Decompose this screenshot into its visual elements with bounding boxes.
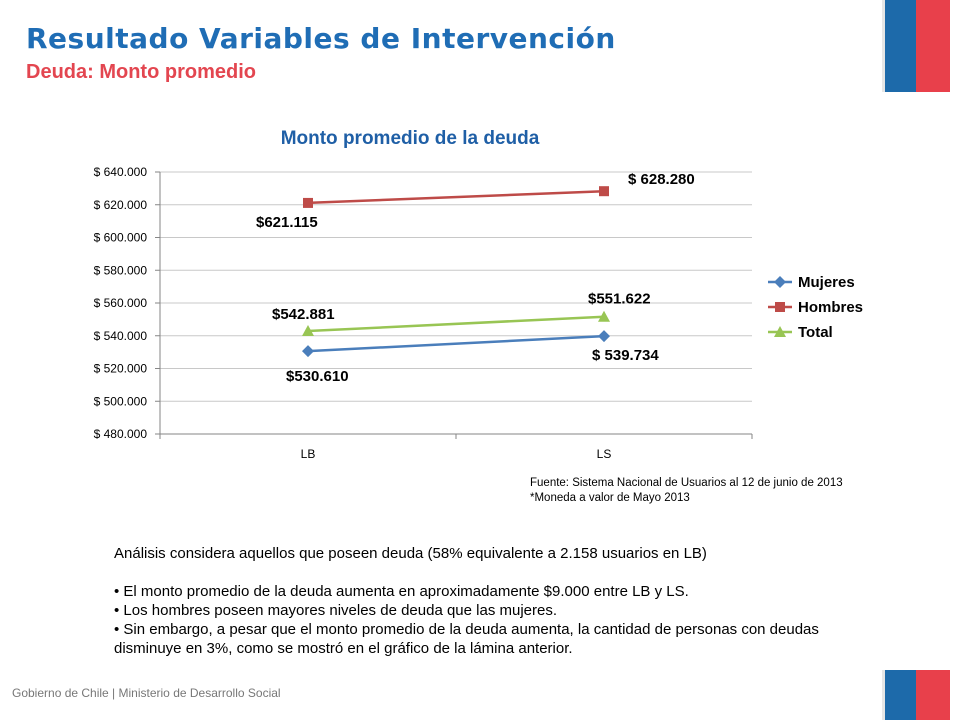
data-point [599, 186, 609, 197]
data-point [302, 325, 314, 337]
y-axis-ticks: $ 480.000 $ 500.000 $ 520.000 $ 540.000 $ 56… [94, 165, 160, 441]
analysis-bullet: • Los hombres poseen mayores niveles de … [114, 602, 558, 619]
data-label: $621.115 [256, 214, 318, 231]
x-tick-label: LB [301, 447, 316, 461]
data-point [774, 326, 786, 337]
data-point [302, 345, 314, 358]
x-axis-ticks: LB LS [159, 434, 753, 461]
footer-text: Gobierno de Chile | Ministerio de Desarr… [12, 686, 281, 700]
y-tick-label: $ 480.000 [94, 427, 148, 441]
line-chart: Monto promedio de la deuda $ 480.000 $ 50… [94, 128, 863, 461]
series-line-hombres [307, 189, 605, 205]
data-point [598, 310, 610, 322]
analysis-bullet: • Sin embargo, a pesar que el monto prom… [114, 621, 819, 657]
analysis-bullet: • El monto promedio de la deuda aumenta … [114, 583, 689, 600]
data-label: $542.881 [272, 306, 335, 323]
flag-logo-bottom [882, 670, 950, 720]
analysis-text: Análisis considera aquellos que poseen d… [114, 544, 874, 658]
series-line-mujeres [307, 334, 605, 353]
data-point [598, 330, 610, 343]
legend-label: Total [798, 324, 833, 341]
legend-label: Mujeres [798, 274, 855, 291]
chart-grid [159, 171, 752, 435]
x-tick-label: LS [597, 447, 612, 461]
y-tick-label: $ 580.000 [94, 263, 148, 277]
flag-logo-top [882, 0, 950, 92]
series-line-total [307, 315, 605, 333]
y-tick-label: $ 600.000 [94, 231, 148, 245]
page-title: Resultado Variables de Intervención [26, 22, 616, 55]
data-label: $ 539.734 [592, 347, 659, 364]
data-point [775, 302, 785, 312]
data-label: $551.622 [588, 291, 651, 308]
chart-title: Monto promedio de la deuda [281, 128, 540, 149]
y-tick-label: $ 540.000 [94, 329, 148, 343]
legend-label: Hombres [798, 299, 863, 316]
chart-series: $530.610 $ 539.734 $621.115 $ 628.280 $542.8… [256, 171, 695, 385]
data-label: $ 628.280 [628, 171, 695, 188]
data-point [774, 276, 786, 288]
data-point [303, 197, 313, 208]
y-tick-label: $ 520.000 [94, 362, 148, 376]
analysis-intro: Análisis considera aquellos que poseen d… [114, 545, 707, 562]
source-line: Fuente: Sistema Nacional de Usuarios al … [530, 477, 843, 489]
chart-legend: Mujeres Hombres Total [768, 274, 863, 341]
currency-note: *Moneda a valor de Mayo 2013 [530, 492, 690, 504]
chart-source-note: Fuente: Sistema Nacional de Usuarios al … [530, 476, 843, 506]
y-tick-label: $ 640.000 [94, 165, 148, 179]
data-label: $530.610 [286, 368, 349, 385]
y-tick-label: $ 620.000 [94, 198, 148, 212]
y-tick-label: $ 560.000 [94, 296, 148, 310]
y-tick-label: $ 500.000 [94, 394, 148, 408]
page-subtitle: Deuda: Monto promedio [26, 61, 256, 83]
